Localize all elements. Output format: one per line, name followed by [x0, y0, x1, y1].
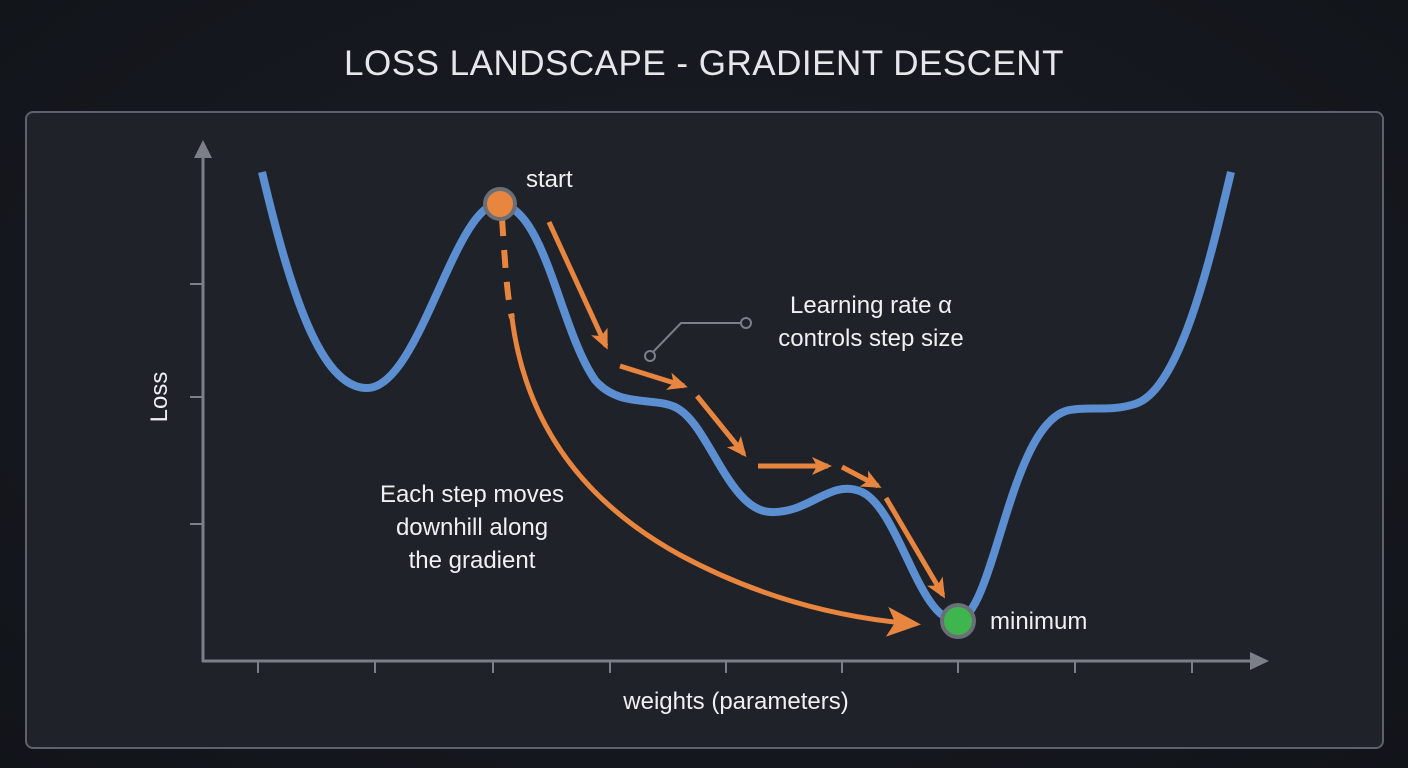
- step-arrow-6: [883, 496, 946, 599]
- direct-descent-arrow-body: [509, 317, 921, 637]
- x-axis-arrow-icon: [1250, 652, 1269, 670]
- learning-rate-callout-leader: [644, 317, 752, 362]
- start-point-marker: [483, 187, 517, 221]
- learning-rate-note: Learning rate α controls step size: [760, 289, 982, 355]
- page-title: LOSS LANDSCAPE - GRADIENT DESCENT: [344, 44, 1064, 83]
- minimum-label: minimum: [990, 608, 1088, 635]
- y-axis-arrow-icon: [194, 140, 212, 158]
- learning-rate-line-2: controls step size: [778, 325, 964, 352]
- minimum-point-marker: [940, 603, 976, 639]
- gradient-line-1: Each step moves: [379, 481, 565, 508]
- gradient-note: Each step moves downhill along the gradi…: [352, 478, 592, 577]
- x-axis-label: weights (parameters): [623, 688, 849, 715]
- x-axis: [202, 652, 1269, 673]
- gradient-steps: [546, 220, 946, 599]
- y-axis-label: Loss: [146, 371, 173, 423]
- step-arrow-3: [695, 394, 747, 458]
- start-label: start: [526, 166, 573, 193]
- chart-panel: [25, 111, 1384, 749]
- gradient-line-3: the gradient: [408, 547, 536, 574]
- loss-curve: [258, 171, 1235, 625]
- y-axis: [190, 140, 212, 662]
- learning-rate-line-1: Learning rate α: [790, 292, 952, 319]
- step-arrow-1: [546, 220, 609, 350]
- step-arrow-5: [840, 464, 882, 489]
- step-arrow-2: [619, 363, 688, 390]
- gradient-line-2: downhill along: [395, 514, 549, 541]
- direct-descent-arrow: [499, 217, 515, 319]
